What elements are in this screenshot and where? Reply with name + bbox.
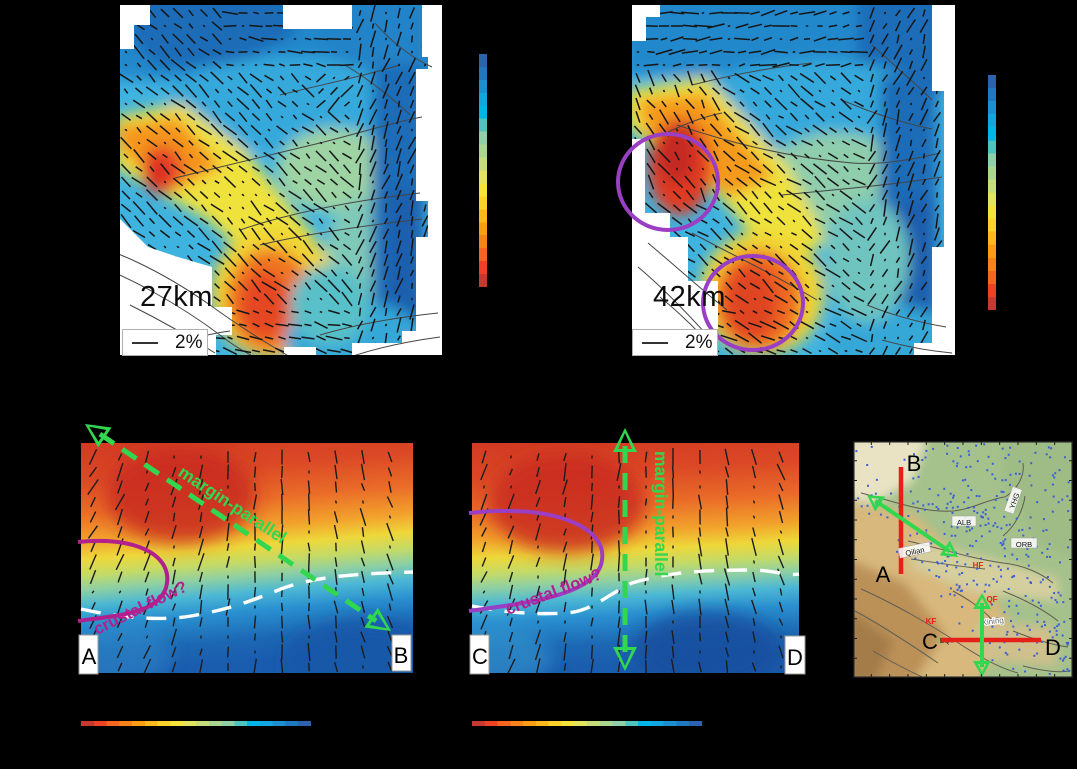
colorbar-horizontal-cd (472, 721, 702, 726)
crustal-flow-outline-ab (77, 539, 170, 623)
margin-parallel-arrow-ab (85, 424, 391, 631)
anomaly-circle-upper (616, 132, 720, 232)
interface-dashed-line-cd (471, 568, 800, 616)
qilian-label: Qilian (905, 545, 926, 558)
endpoint-box-a (78, 634, 99, 675)
velocity-field-27km (120, 5, 428, 355)
xining-label: Xining (981, 616, 1004, 628)
anomaly-circle-lower (701, 254, 805, 352)
crustal-flow-outline-cd (468, 508, 605, 613)
colorbar-vertical-27km (479, 54, 487, 287)
xining-label-wrap: Xining (980, 615, 1005, 629)
map-panel-27km: 27km 2% (120, 5, 442, 356)
qf-fault-label: QF (986, 595, 997, 604)
inset-corner-c: C (922, 629, 938, 654)
section-panel-ab: margin-parallel crustal flow? A B (77, 424, 414, 675)
inset-location-map: BQT ALB YHG ORB Qilian HF QF KF (853, 441, 1073, 678)
scale-label-42km: 2% (685, 331, 713, 353)
colorbar-horizontal-ab (81, 721, 311, 726)
inset-corner-b: B (907, 451, 922, 476)
kf-fault-label: KF (926, 617, 937, 626)
endpoint-label-d: D (787, 645, 803, 670)
orb-label: ORB (1016, 540, 1032, 549)
interface-dashed-line-ab (80, 570, 414, 621)
depth-label-42km: 42km (653, 281, 726, 313)
endpoint-label-c: C (472, 644, 488, 669)
scale-legend-42km: 2% (632, 329, 718, 356)
colorbar-vertical-42km (988, 75, 996, 310)
section-plot-ab: margin-parallel crustal flow? A B (77, 424, 414, 675)
hf-fault-label: HF (973, 561, 984, 570)
endpoint-label-a: A (82, 644, 97, 669)
scale-legend-27km: 2% (122, 329, 208, 356)
endpoint-box-d (784, 635, 806, 675)
inset-flow-arrows (867, 495, 991, 677)
anisotropy-bars-ab (87, 449, 394, 673)
endpoint-box-c (469, 634, 490, 675)
inset-corner-a: A (876, 562, 891, 587)
scale-label-27km: 2% (175, 331, 203, 353)
endpoint-label-b: B (394, 643, 409, 668)
qilian-label-box: Qilian (897, 541, 932, 559)
inset-corner-d: D (1045, 635, 1061, 660)
orb-label-box: ORB (1010, 537, 1038, 549)
inset-map-plot: BQT ALB YHG ORB Qilian HF QF KF (853, 441, 1073, 678)
station-dots (855, 443, 1071, 675)
inset-frame-ticks (853, 441, 1073, 678)
margin-parallel-arrow-cd (613, 428, 637, 671)
margin-parallel-label-cd: margin-parallel (651, 451, 671, 576)
scale-bar-line-icon (642, 341, 668, 344)
alb-label: ALB (957, 518, 971, 527)
map-panel-42km: 42km 2% (616, 5, 955, 356)
inset-fault-lines (854, 462, 1070, 678)
section-panel-cd: margin-parallel crustal flow? C D (468, 428, 806, 675)
section-plot-cd: margin-parallel crustal flow? C D (468, 428, 806, 675)
map-plot-42km (616, 5, 953, 355)
endpoint-box-b (391, 634, 412, 672)
depth-label-27km: 27km (140, 281, 213, 313)
map-plot-27km (120, 5, 441, 355)
scale-bar-line-icon (132, 341, 158, 344)
alb-label-box: ALB (951, 515, 977, 527)
